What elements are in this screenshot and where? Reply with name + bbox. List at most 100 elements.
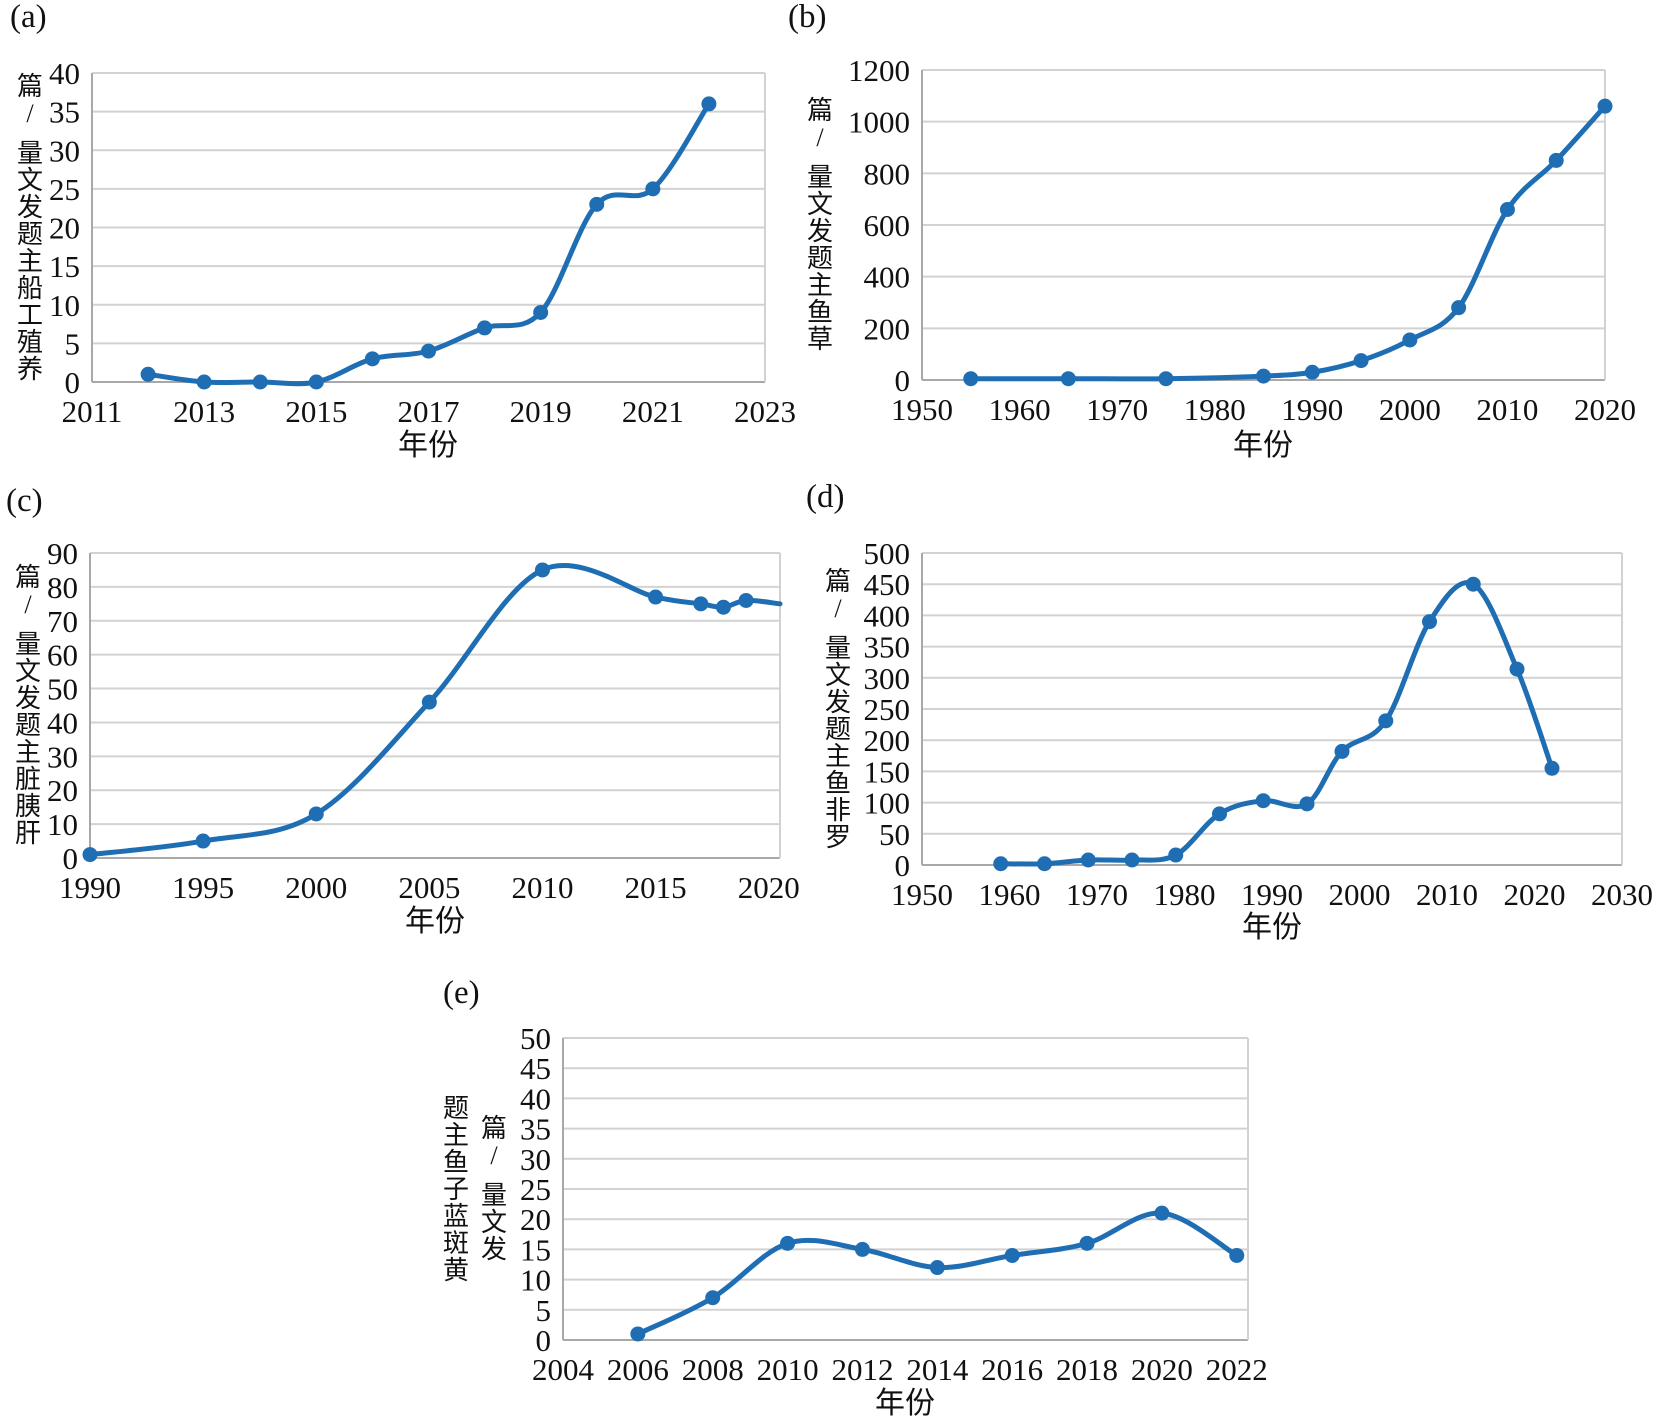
svg-text:400: 400	[864, 598, 911, 633]
series-markers	[963, 98, 1613, 387]
svg-text:1960: 1960	[979, 877, 1041, 912]
svg-text:2010: 2010	[1476, 392, 1538, 427]
svg-text:2010: 2010	[511, 870, 573, 905]
svg-text:1000: 1000	[848, 105, 910, 140]
svg-text:15: 15	[520, 1232, 551, 1267]
svg-text:1990: 1990	[1241, 877, 1303, 912]
svg-text:0: 0	[536, 1323, 552, 1358]
svg-text:2015: 2015	[285, 394, 347, 429]
svg-text:1950: 1950	[891, 877, 953, 912]
chart-b-plot: 0 200 400 600 800 1000 1200 1950 1960 1970 1980 199…	[848, 53, 1636, 427]
svg-text:60: 60	[47, 638, 78, 673]
svg-text:20: 20	[47, 773, 78, 808]
chart-b-x-axis-title: 年份	[1233, 429, 1293, 462]
svg-text:40: 40	[49, 56, 80, 91]
svg-text:2020: 2020	[1131, 1352, 1193, 1387]
svg-text:2023: 2023	[734, 394, 796, 429]
svg-text:1960: 1960	[989, 392, 1051, 427]
svg-text:35: 35	[49, 95, 80, 130]
svg-text:2005: 2005	[398, 870, 460, 905]
panel-label-d: (d)	[806, 479, 845, 515]
chart-a-y-axis-title: 篇 / 量文发题主船工殖养	[16, 71, 43, 384]
svg-text:15: 15	[49, 249, 80, 284]
gridlines	[89, 552, 781, 859]
svg-text:5: 5	[536, 1293, 552, 1328]
svg-text:250: 250	[864, 692, 911, 727]
chart-a-x-axis-title: 年份	[398, 429, 458, 462]
series-line	[145, 101, 712, 387]
svg-text:1200: 1200	[848, 53, 910, 88]
svg-text:2000: 2000	[1329, 877, 1391, 912]
svg-text:2000: 2000	[285, 870, 347, 905]
svg-text:0: 0	[895, 848, 911, 883]
svg-text:70: 70	[47, 604, 78, 639]
svg-text:80: 80	[47, 570, 78, 605]
svg-text:2019: 2019	[510, 394, 572, 429]
svg-text:2010: 2010	[757, 1352, 819, 1387]
series-line	[87, 562, 783, 858]
svg-text:2004: 2004	[532, 1352, 595, 1387]
svg-text:2018: 2018	[1056, 1352, 1118, 1387]
svg-text:35: 35	[520, 1112, 551, 1147]
chart-b-y-axis-title: 篇 / 量文发题主鱼草	[806, 96, 833, 354]
svg-text:350: 350	[864, 630, 911, 665]
svg-text:500: 500	[864, 536, 911, 571]
svg-text:200: 200	[864, 723, 911, 758]
svg-text:2020: 2020	[1504, 877, 1566, 912]
svg-text:2006: 2006	[607, 1352, 669, 1387]
svg-text:200: 200	[864, 311, 911, 346]
svg-text:2015: 2015	[625, 870, 687, 905]
svg-text:600: 600	[864, 208, 911, 243]
svg-text:50: 50	[47, 672, 78, 707]
chart-d-x-axis-title: 年份	[1242, 911, 1302, 944]
svg-text:800: 800	[864, 156, 911, 191]
svg-text:30: 30	[47, 739, 78, 774]
panel-label-c: (c)	[6, 483, 43, 519]
svg-text:2000: 2000	[1379, 392, 1441, 427]
series-line	[998, 580, 1555, 867]
svg-text:2020: 2020	[738, 870, 800, 905]
svg-text:2021: 2021	[622, 394, 684, 429]
series-markers	[630, 1205, 1245, 1342]
svg-text:20: 20	[49, 211, 80, 246]
svg-text:100: 100	[864, 786, 911, 821]
svg-text:2022: 2022	[1206, 1352, 1268, 1387]
svg-text:450: 450	[864, 567, 911, 602]
svg-text:30: 30	[520, 1142, 551, 1177]
gridlines	[91, 72, 766, 383]
svg-text:400: 400	[864, 260, 911, 295]
svg-text:1950: 1950	[891, 392, 953, 427]
panel-label-a: (a)	[10, 0, 47, 35]
svg-text:50: 50	[879, 817, 910, 852]
svg-text:150: 150	[864, 754, 911, 789]
svg-text:1990: 1990	[1281, 392, 1343, 427]
gridlines	[921, 552, 1623, 866]
svg-text:1990: 1990	[59, 870, 121, 905]
svg-text:40: 40	[47, 705, 78, 740]
chart-e-y-axis-title: 题主鱼子蓝斑黄篇 / 量文发	[442, 1093, 508, 1285]
gridlines	[562, 1037, 1249, 1341]
svg-text:45: 45	[520, 1051, 551, 1086]
svg-text:2010: 2010	[1416, 877, 1478, 912]
svg-text:5: 5	[65, 326, 81, 361]
svg-text:1970: 1970	[1086, 392, 1148, 427]
svg-text:25: 25	[520, 1172, 551, 1207]
svg-text:10: 10	[47, 807, 78, 842]
svg-text:2011: 2011	[62, 394, 123, 429]
svg-text:1995: 1995	[172, 870, 234, 905]
tick-labels: 0 200 400 600 800 1000 1200 1950 1960 1970 1980 199…	[848, 53, 1636, 427]
panel-label-b: (b)	[788, 0, 827, 35]
svg-text:1970: 1970	[1066, 877, 1128, 912]
series-line	[968, 103, 1608, 382]
svg-text:2013: 2013	[173, 394, 235, 429]
svg-text:30: 30	[49, 133, 80, 168]
series-markers	[82, 562, 754, 863]
svg-text:10: 10	[49, 288, 80, 323]
